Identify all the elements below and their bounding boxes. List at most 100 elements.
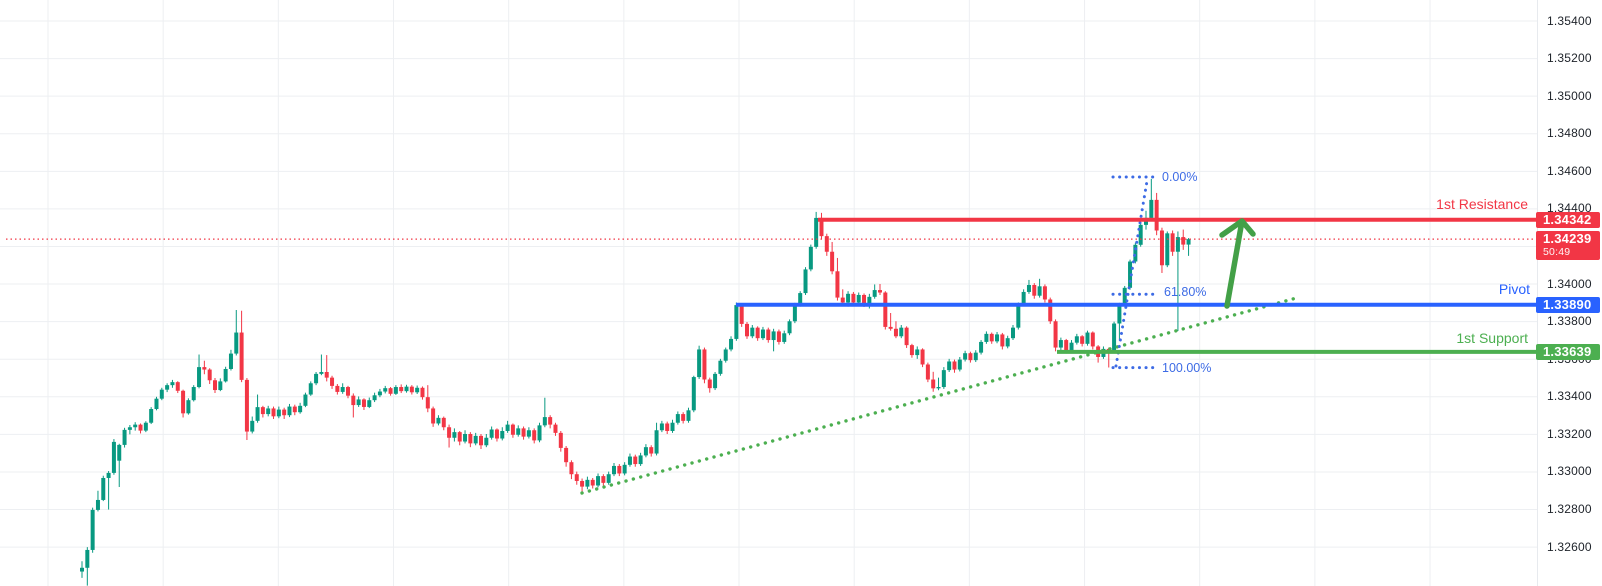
candle-body [1064, 340, 1069, 351]
candle-body [1042, 286, 1047, 300]
candle-body [239, 332, 244, 380]
candle-body [899, 327, 904, 337]
trendline-dotted[interactable] [580, 295, 1302, 495]
candle-body [702, 349, 707, 380]
candle-body [149, 409, 154, 423]
candle-body [941, 370, 946, 388]
candle-body [1181, 237, 1186, 245]
fib-level-0-label: 0.00% [1162, 170, 1198, 184]
candle-body [596, 476, 601, 486]
candle-body [457, 432, 462, 442]
candle-body [830, 251, 835, 272]
candle-body [516, 428, 521, 435]
support-price-badge: 1.33639 [1536, 343, 1600, 360]
candle-body [409, 386, 414, 393]
candle-body [564, 447, 569, 463]
last-price-badge: 1.34239 50:49 [1536, 231, 1600, 261]
candle-body [872, 290, 877, 297]
candle-body [654, 430, 659, 454]
candle-body [846, 293, 851, 303]
candle-body [670, 422, 675, 431]
candle-body [468, 434, 473, 444]
candle-body [718, 360, 723, 374]
fib-trend-dots[interactable] [1114, 179, 1149, 368]
candle-body [1032, 284, 1037, 296]
up-arrow-drawing[interactable] [1219, 218, 1256, 309]
candle-body [925, 364, 930, 380]
candle-body [95, 499, 100, 510]
candle-body [968, 353, 973, 361]
candle-body [1159, 230, 1164, 266]
candle-body [143, 422, 148, 431]
candle-body [207, 369, 212, 381]
candle-body [526, 430, 531, 437]
axis-price-label: 1.33400 [1547, 389, 1592, 404]
candle-body [324, 371, 329, 378]
candle-body [569, 462, 574, 475]
candle-body [80, 567, 84, 572]
candle-body [851, 293, 856, 303]
candle-body [330, 377, 335, 386]
candle-body [1005, 338, 1010, 347]
candle-body [494, 429, 499, 439]
candle-body [824, 236, 829, 252]
level-lines[interactable] [736, 217, 1537, 354]
candle-body [984, 333, 989, 342]
candle-body [436, 417, 441, 424]
candle-body [1074, 336, 1079, 343]
candle-body [425, 397, 430, 409]
candle-body [234, 332, 239, 354]
candle-body [276, 409, 281, 417]
candle-body [202, 367, 207, 370]
candle-body [314, 373, 319, 384]
candle-body [909, 345, 914, 356]
candle-body [691, 377, 696, 411]
candle-body [771, 331, 776, 341]
candle-body [159, 389, 164, 399]
candle-body [776, 331, 781, 342]
fib-retracement-drawing[interactable] [1111, 175, 1158, 370]
candle-body [170, 382, 175, 386]
candle-body [1053, 321, 1058, 348]
axis-price-label: 1.32800 [1547, 502, 1592, 517]
candle-body [1021, 291, 1026, 305]
candle-body [622, 464, 627, 474]
candle-body [574, 474, 579, 481]
candle-body [649, 447, 654, 454]
candle-body [399, 387, 404, 392]
candle-body [351, 395, 356, 406]
candle-body [542, 417, 547, 426]
candle-body [878, 290, 882, 293]
axis-price-label: 1.35200 [1547, 51, 1592, 66]
candle-body [734, 305, 739, 339]
candle-body [404, 386, 409, 392]
candle-body [1122, 287, 1127, 305]
candle-body [585, 479, 590, 487]
trendline[interactable] [580, 295, 1302, 495]
candle-body [175, 382, 180, 391]
candle-body [580, 480, 585, 487]
candle-body [760, 329, 765, 339]
candle-body [973, 352, 978, 361]
price-axis[interactable]: 1.35400 1.35200 1.35000 1.34800 1.34600 1.344… [1537, 0, 1602, 586]
candle-body [181, 390, 186, 414]
candle-body [383, 388, 388, 392]
candle-body [601, 476, 606, 483]
candle-body [271, 408, 276, 417]
candle-body [1085, 332, 1090, 344]
candle-body [415, 387, 420, 393]
candle-body [893, 328, 898, 337]
candle-body [340, 387, 345, 392]
up-arrow[interactable] [1219, 218, 1256, 309]
pivot-label: Pivot [1498, 281, 1530, 297]
candle-body [90, 509, 95, 550]
candle-body [707, 379, 712, 389]
candle-body [548, 417, 553, 425]
candle-body [101, 477, 106, 500]
candle-body [1037, 286, 1042, 296]
candle-body [228, 353, 233, 369]
candle-body [1112, 323, 1117, 352]
axis-price-label: 1.32600 [1547, 539, 1592, 554]
